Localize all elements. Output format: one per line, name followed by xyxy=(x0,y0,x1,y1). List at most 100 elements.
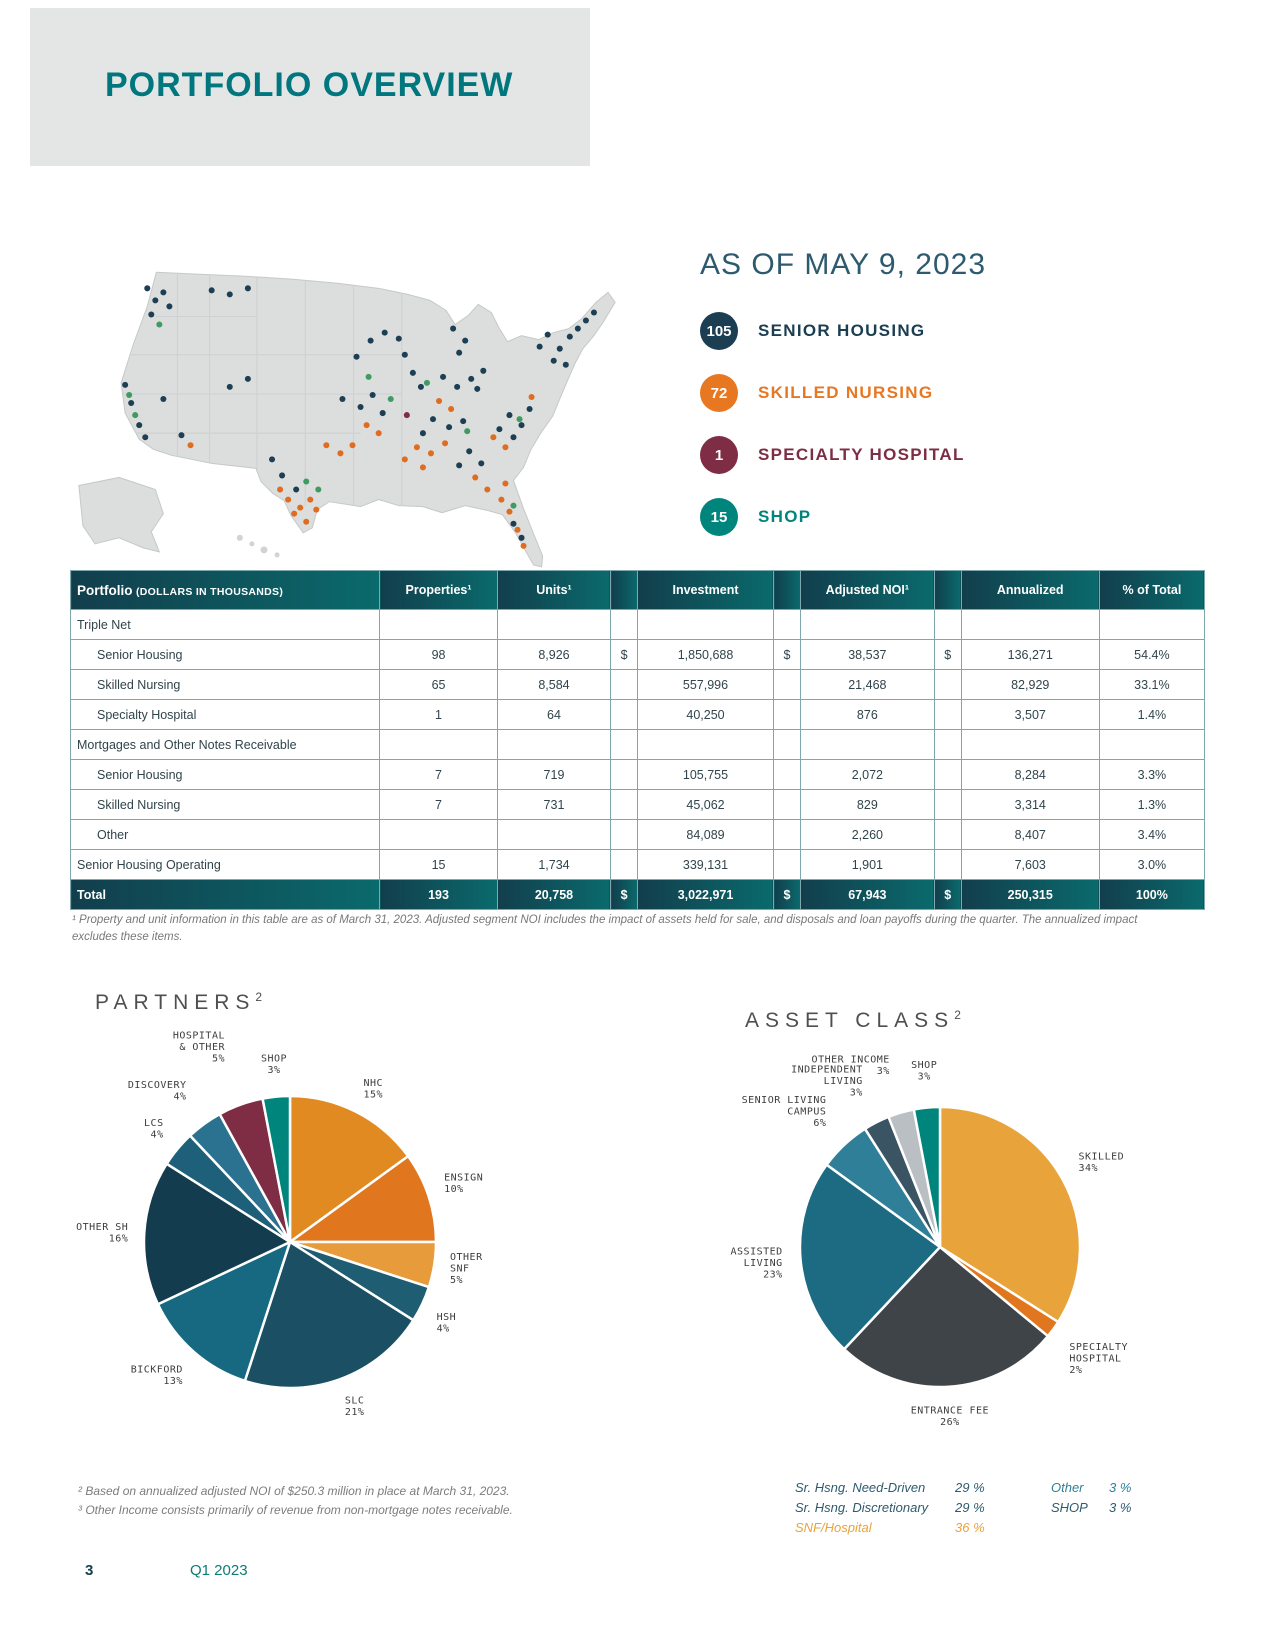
pie-label-hsh: HSH 4% xyxy=(437,1312,457,1335)
pie-label-other-sh: OTHER SH 16% xyxy=(76,1222,128,1245)
cell: 193 xyxy=(379,879,498,910)
property-dot-sh xyxy=(590,309,597,316)
property-dot-sh xyxy=(417,383,424,390)
cell: 105,755 xyxy=(636,759,775,790)
column-header xyxy=(773,570,801,610)
cell xyxy=(496,609,612,640)
property-dot-snf xyxy=(313,506,320,513)
column-header: Units¹ xyxy=(496,570,612,610)
asset-heading-text: ASSET CLASS xyxy=(745,1009,955,1032)
legend-entry-label: Other xyxy=(1051,1480,1084,1495)
property-dot-snf xyxy=(349,442,356,449)
property-dot-sh xyxy=(566,333,573,340)
property-dot-sh xyxy=(526,406,533,413)
map-legend-label: SENIOR HOUSING xyxy=(758,321,926,340)
column-header xyxy=(610,570,638,610)
cell xyxy=(933,819,962,850)
property-dot-shop xyxy=(132,412,139,419)
column-header: Annualized xyxy=(960,570,1100,610)
map-legend-item: 72 SKILLED NURSING xyxy=(700,374,1220,412)
property-dot-snf xyxy=(448,406,455,413)
map-legend-item: 15 SHOP xyxy=(700,498,1220,536)
property-dot-sh xyxy=(562,361,569,368)
pie-label-skilled: SKILLED 34% xyxy=(1079,1151,1125,1174)
asset-class-chart-heading: ASSET CLASS2 xyxy=(745,1008,961,1033)
property-dot-snf xyxy=(514,526,521,533)
cell xyxy=(799,729,935,760)
property-dot-shop xyxy=(464,428,471,435)
cell: 54.4% xyxy=(1098,639,1206,670)
legend-entry-value: 3 % xyxy=(1109,1500,1132,1515)
cell: 1 xyxy=(379,699,498,730)
cell: 1,734 xyxy=(496,849,612,880)
row-label: Skilled Nursing xyxy=(69,669,381,700)
us-map-outline xyxy=(120,271,616,568)
cell xyxy=(933,609,962,640)
cell xyxy=(773,789,801,820)
property-dot-sh xyxy=(160,395,167,402)
cell: 100% xyxy=(1098,879,1206,910)
count-badge: 72 xyxy=(700,374,738,412)
cell: $ xyxy=(933,879,962,910)
property-dot-snf xyxy=(277,486,284,493)
cell: 65 xyxy=(379,669,498,700)
property-dot-sh xyxy=(409,369,416,376)
cell: 7 xyxy=(379,789,498,820)
pie-label-lcs: LCS 4% xyxy=(144,1118,164,1141)
cell: 3,314 xyxy=(960,789,1100,820)
property-dot-snf xyxy=(413,444,420,451)
property-dot-snf xyxy=(303,518,310,525)
row-label: Senior Housing xyxy=(69,639,381,670)
property-dot-sh xyxy=(142,434,149,441)
pie-slice-shop xyxy=(261,1094,292,1244)
cell xyxy=(960,729,1100,760)
cell: $ xyxy=(610,639,638,670)
cell: 250,315 xyxy=(960,879,1100,910)
property-dot-sh xyxy=(208,287,215,294)
property-dot-snf xyxy=(363,422,370,429)
pie-slice-ensign xyxy=(288,1154,438,1244)
column-header: Investment xyxy=(636,570,775,610)
cell: $ xyxy=(773,879,801,910)
table-row: Skilled Nursing 65 8,584 557,996 21,468 82,92… xyxy=(69,669,1206,700)
legend-entry: Sr. Hsng. Need-Driven 29 % xyxy=(795,1480,1003,1495)
property-dot-shop xyxy=(303,478,310,485)
property-dot-snf xyxy=(502,444,509,451)
property-dot-sh xyxy=(468,375,475,382)
us-map xyxy=(78,271,616,568)
property-dot-sh xyxy=(474,385,481,392)
cell xyxy=(799,609,935,640)
pie-label-assisted-living: ASSISTED LIVING 23% xyxy=(731,1246,783,1280)
header-block: PORTFOLIO OVERVIEW xyxy=(30,8,590,166)
property-dot-shop xyxy=(387,395,394,402)
column-header xyxy=(933,570,962,610)
property-dot-sh xyxy=(381,329,388,336)
property-dot-snf xyxy=(323,442,330,449)
property-dot-sh xyxy=(456,462,463,469)
property-dot-sh xyxy=(279,472,286,479)
asof-heading: AS OF MAY 9, 2023 xyxy=(700,248,987,281)
property-dot-snf xyxy=(401,456,408,463)
legend-entry: SHOP 3 % xyxy=(1051,1500,1157,1515)
row-label: Senior Housing Operating xyxy=(69,849,381,880)
property-dot-snf xyxy=(490,434,497,441)
property-dot-snf xyxy=(285,496,292,503)
property-dot-sh xyxy=(369,391,376,398)
partners-pie-chart: NHC 15% ENSIGN 10% OTHER SNF 5% HSH 4% SLC 21% BICK… xyxy=(76,1030,483,1418)
cell: 3.3% xyxy=(1098,759,1206,790)
cell xyxy=(773,669,801,700)
cell: 3,022,971 xyxy=(636,879,775,910)
asset-heading-sup: 2 xyxy=(954,1008,961,1022)
cell: 1,850,688 xyxy=(636,639,775,670)
pie-label-nhc: NHC 15% xyxy=(364,1078,384,1101)
cell xyxy=(773,609,801,640)
hawaii-islands xyxy=(236,534,280,558)
property-dot-sh xyxy=(478,460,485,467)
cell xyxy=(933,699,962,730)
cell: 1.4% xyxy=(1098,699,1206,730)
count-badge: 105 xyxy=(700,312,738,350)
property-dot-shop xyxy=(126,391,133,398)
row-label: Other xyxy=(69,819,381,850)
property-dot-sh xyxy=(510,434,517,441)
cell: 3.0% xyxy=(1098,849,1206,880)
